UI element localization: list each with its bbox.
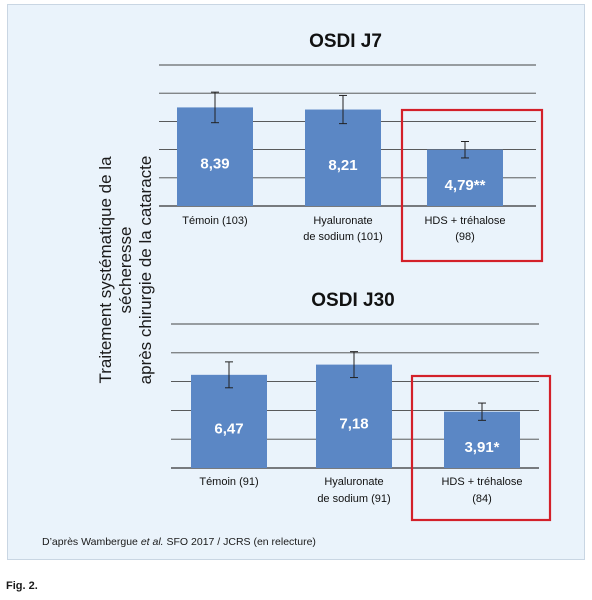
chart1-title: OSDI J7 bbox=[309, 31, 382, 52]
chart2-bar-2 bbox=[316, 364, 392, 468]
chart1-highlight-box bbox=[400, 108, 544, 263]
source-suffix: SFO 2017 / JCRS (en relecture) bbox=[163, 536, 316, 548]
chart2-value-label-1: 6,47 bbox=[214, 420, 243, 437]
figure-label: Fig. 2. bbox=[6, 580, 38, 592]
chart2-highlight-box bbox=[410, 374, 552, 522]
chart1-category-label-2-line2: de sodium (101) bbox=[303, 231, 383, 243]
chart1-category-label-3-line2: (98) bbox=[455, 231, 475, 243]
chart2-bar-3 bbox=[444, 411, 520, 468]
chart2-value-label-2: 7,18 bbox=[339, 415, 368, 432]
chart2-value-label-3: 3,91* bbox=[464, 439, 499, 456]
y-axis-label: Traitement systématique de la sécheresse… bbox=[96, 120, 156, 420]
figure-panel: OSDI J7 8,39 Témoin (103) 8,21 Hyaluronate de… bbox=[7, 4, 585, 560]
chart1-bar-2 bbox=[305, 109, 381, 206]
chart2-category-label-2: Hyaluronate bbox=[324, 476, 383, 488]
chart1-value-label-1: 8,39 bbox=[200, 156, 229, 173]
chart1-bar-1 bbox=[177, 107, 253, 206]
chart2-bar-1 bbox=[191, 374, 267, 468]
chart2-category-label-3-line2: (84) bbox=[472, 493, 492, 505]
chart1-value-label-2: 8,21 bbox=[328, 157, 357, 174]
charts-svg: OSDI J7 8,39 Témoin (103) 8,21 Hyaluronate de… bbox=[159, 31, 552, 522]
chart1-value-label-3: 4,79** bbox=[445, 177, 486, 194]
y-axis-label-line2: après chirurgie de la cataracte bbox=[136, 155, 155, 385]
chart1-bar-3 bbox=[427, 149, 503, 206]
chart2-title: OSDI J30 bbox=[311, 290, 394, 311]
y-axis-label-line1: Traitement systématique de la sécheresse bbox=[96, 156, 135, 384]
source-etal: et al. bbox=[140, 536, 164, 548]
chart2-category-label-3: HDS + tréhalose bbox=[441, 476, 522, 488]
chart2-category-label-2-line2: de sodium (91) bbox=[317, 493, 390, 505]
chart1-category-label-2: Hyaluronate bbox=[313, 215, 372, 227]
chart1-category-label-3: HDS + tréhalose bbox=[424, 215, 505, 227]
chart1-category-label-1: Témoin (103) bbox=[182, 215, 247, 227]
source-note: D’après Wambergue et al. SFO 2017 / JCRS… bbox=[42, 536, 316, 548]
source-prefix: D’après Wambergue bbox=[42, 536, 141, 548]
chart2-category-label-1: Témoin (91) bbox=[199, 476, 258, 488]
